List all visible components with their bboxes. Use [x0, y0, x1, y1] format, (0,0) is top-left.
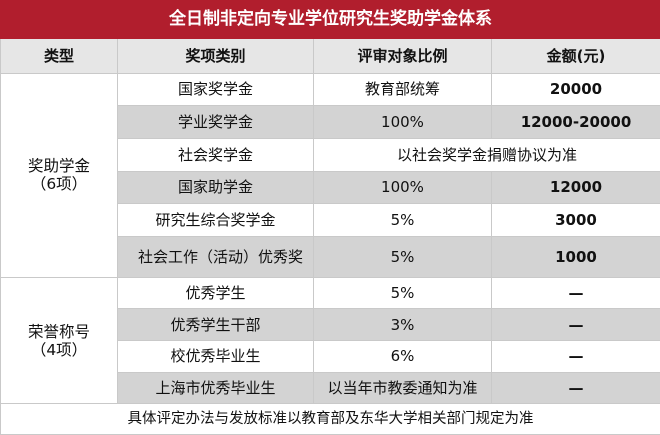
- category-cell: 上海市优秀毕业生: [117, 371, 314, 405]
- amount-cell: 12000: [491, 170, 660, 205]
- footer-note: 具体评定办法与发放标准以教育部及东华大学相关部门规定为准: [0, 403, 660, 435]
- amount-cell: 20000: [491, 72, 660, 107]
- ratio-cell: 3%: [313, 308, 492, 342]
- header-category: 奖项类别: [117, 37, 314, 74]
- table-row: 研究生综合奖学金 5% 3000: [1, 203, 660, 237]
- table-row: 社会奖学金 以社会奖学金捐赠协议为准: [1, 137, 660, 172]
- table-row: 学业奖学金 100% 12000-20000: [1, 105, 660, 139]
- category-cell: 研究生综合奖学金: [117, 203, 314, 237]
- type-name: 荣誉称号: [27, 322, 90, 341]
- ratio-cell: 100%: [313, 170, 492, 205]
- ratio-cell: 5%: [313, 235, 492, 278]
- ratio-cell: 以当年市教委通知为准: [313, 371, 492, 405]
- type-count: （6项）: [30, 175, 88, 194]
- category-cell: 社会工作（活动）优秀奖: [117, 235, 314, 278]
- ratio-cell: 5%: [313, 203, 492, 237]
- amount-cell: —: [491, 371, 660, 405]
- amount-cell: —: [491, 340, 660, 373]
- category-cell: 国家助学金: [117, 170, 314, 205]
- table-row: 社会工作（活动）优秀奖 5% 1000: [1, 235, 660, 278]
- amount-cell: —: [491, 276, 660, 310]
- category-cell: 校优秀毕业生: [117, 340, 314, 373]
- table-row: 奖助学金 （6项） 国家奖学金 教育部统筹 20000: [0, 72, 660, 278]
- ratio-cell: 6%: [313, 340, 492, 373]
- category-cell: 学业奖学金: [117, 105, 314, 139]
- header-type: 类型: [0, 37, 118, 74]
- table-row: 校优秀毕业生 6% —: [1, 340, 660, 373]
- type-cell-aid: 奖助学金 （6项）: [0, 72, 118, 278]
- table-title: 全日制非定向专业学位研究生奖助学金体系: [0, 0, 660, 39]
- merged-ratio-amount-cell: 以社会奖学金捐赠协议为准: [313, 137, 660, 172]
- footer-row: 具体评定办法与发放标准以教育部及东华大学相关部门规定为准: [0, 403, 660, 435]
- title-row: 全日制非定向专业学位研究生奖助学金体系: [0, 0, 660, 39]
- category-cell: 优秀学生: [117, 276, 314, 310]
- amount-cell: —: [491, 308, 660, 342]
- header-amount: 金额(元): [491, 37, 660, 74]
- table-row: 优秀学生干部 3% —: [1, 308, 660, 342]
- category-cell: 社会奖学金: [117, 137, 314, 172]
- ratio-cell: 5%: [313, 276, 492, 310]
- amount-cell: 12000-20000: [491, 105, 660, 139]
- ratio-cell: 100%: [313, 105, 492, 139]
- type-name: 奖助学金: [27, 157, 90, 176]
- amount-cell: 1000: [491, 235, 660, 278]
- category-cell: 国家奖学金: [117, 72, 314, 107]
- type-cell-honor: 荣誉称号 （4项）: [0, 276, 118, 405]
- table-row: 荣誉称号 （4项） 优秀学生 5% —: [0, 276, 660, 405]
- amount-cell: 3000: [491, 203, 660, 237]
- header-row: 类型 奖项类别 评审对象比例 金额(元): [0, 37, 660, 74]
- type-count: （4项）: [30, 340, 88, 359]
- ratio-cell: 教育部统筹: [313, 72, 492, 107]
- category-cell: 优秀学生干部: [117, 308, 314, 342]
- header-ratio: 评审对象比例: [313, 37, 492, 74]
- table-row: 国家助学金 100% 12000: [1, 170, 660, 205]
